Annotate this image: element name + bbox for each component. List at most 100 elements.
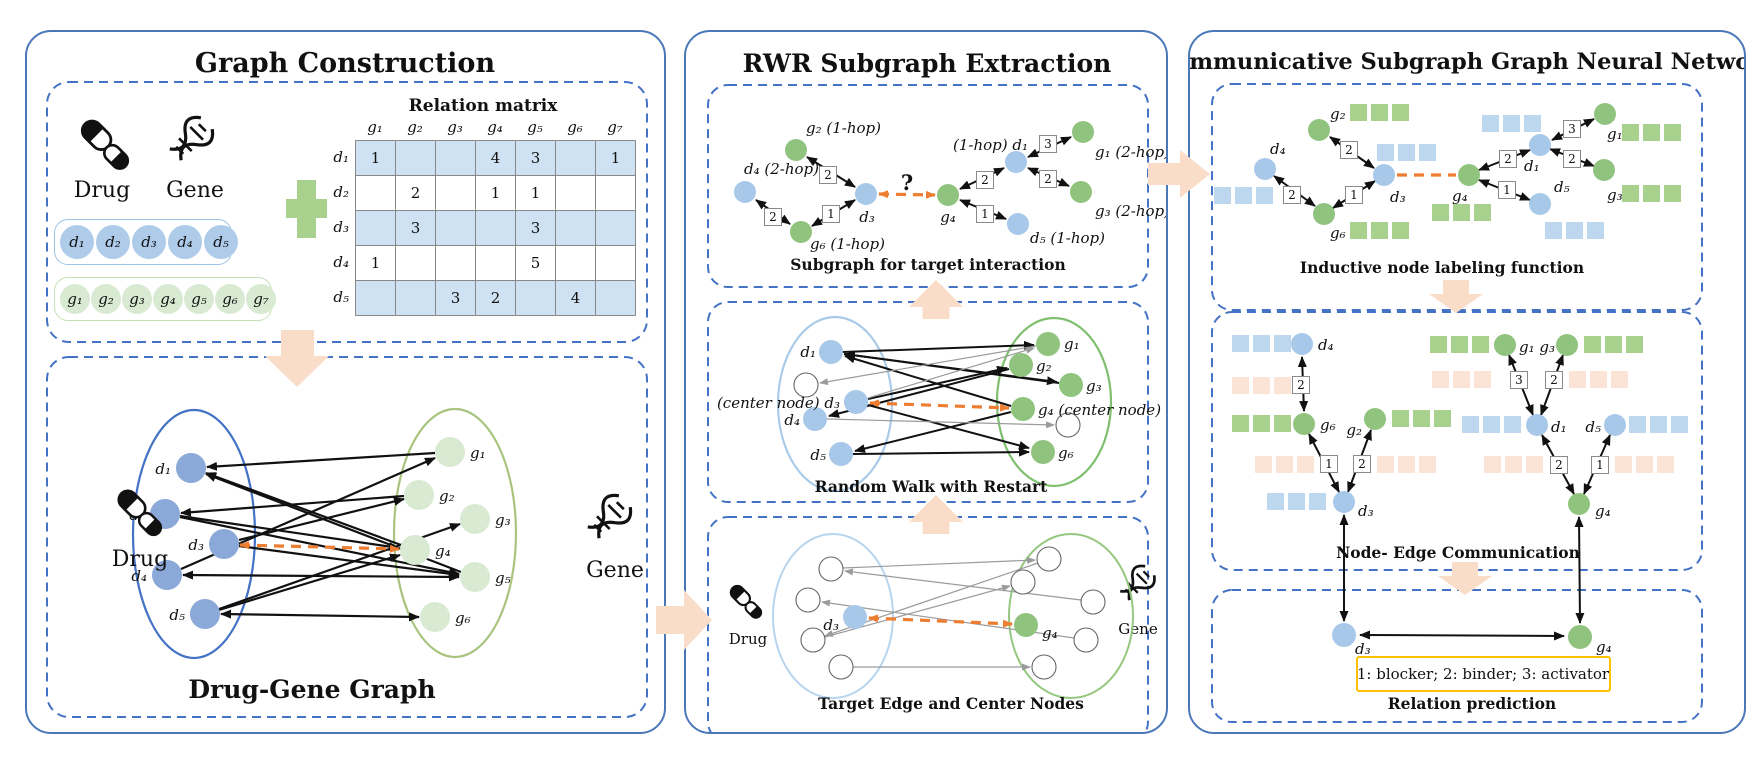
graph-drug-label: Drug: [112, 547, 168, 572]
svg-text:g₁: g₁: [1064, 335, 1080, 353]
svg-text:d₅: d₅: [169, 606, 185, 624]
svg-text:d₃: d₃: [859, 208, 875, 226]
drug-chip: d₅: [204, 225, 238, 259]
panel1-title: Graph Construction: [195, 48, 496, 79]
node-d5: [829, 442, 853, 466]
node-d3: [1373, 164, 1395, 186]
flow-arrow-down-icon: [1438, 562, 1492, 595]
label-g4: g₄: [1042, 624, 1058, 642]
drug-set-ellipse: [131, 408, 257, 660]
target-caption: Target Edge and Center Nodes: [818, 694, 1084, 713]
svg-text:3: 3: [1515, 373, 1523, 387]
svg-text:(center node) d₃: (center node) d₃: [717, 394, 840, 412]
drug-chip: d₁: [60, 225, 94, 259]
target-edge-dashed: [239, 541, 400, 553]
subgraph-nodes: [734, 121, 1094, 243]
node-g2: [785, 139, 807, 161]
matrix-row-header: d₅: [333, 288, 349, 306]
matrix-cell: 3: [516, 141, 556, 176]
svg-text:g₄: g₄: [940, 208, 956, 226]
matrix-col-header: g₃: [447, 118, 463, 136]
matrix-row-header: d₄: [333, 253, 349, 271]
node-empty: [1010, 569, 1036, 595]
drug-chip: d₃: [132, 225, 166, 259]
node-d5: [1529, 193, 1551, 215]
node-empty: [1031, 654, 1057, 680]
node-g6: [1293, 413, 1315, 435]
matrix-column-headers: g₁ g₂ g₃ g₄ g₅ g₆ g₇: [355, 118, 639, 140]
svg-text:d₄: d₄: [131, 567, 147, 585]
node-g3: [460, 504, 490, 534]
communication-weight-boxes: 2 1 2 3 2 2 1: [1292, 371, 1609, 474]
svg-text:3: 3: [1044, 137, 1052, 151]
svg-text:g₅: g₅: [495, 569, 511, 587]
svg-text:(1-hop) d₁: (1-hop) d₁: [953, 136, 1028, 154]
rwr-drawing: RWR Subgraph Extraction ?: [707, 49, 1166, 732]
svg-text:2: 2: [981, 173, 989, 187]
node-d5: [190, 599, 220, 629]
drug-gene-graph-box: [46, 356, 648, 718]
relation-prediction: d₃ g₄ 1: blocker; 2: binder; 3: activato…: [1332, 623, 1612, 713]
svg-text:g₆: g₆: [1320, 416, 1336, 434]
drug-gene-graph-caption: Drug-Gene Graph: [188, 675, 435, 704]
node-d3-center: [843, 605, 867, 629]
matrix-cell: [436, 176, 476, 211]
matrix-cell: [596, 246, 636, 281]
svg-text:1: 1: [1325, 457, 1333, 471]
node-g5: [460, 562, 490, 592]
svg-text:1: 1: [981, 207, 989, 221]
question-mark: ?: [901, 170, 913, 195]
node-removed: [1055, 412, 1081, 438]
node-g4: [1568, 493, 1590, 515]
subgraph-node-labels: g₂ (1-hop) d₄ (2-hop) g₆ (1-hop) d₃ g₄ (…: [744, 119, 1166, 253]
matrix-cell: [356, 211, 396, 246]
communication-nodes: [1291, 333, 1626, 515]
matrix-row-header: d₂: [333, 183, 349, 201]
svg-text:d₁: d₁: [1551, 418, 1567, 436]
matrix-row-headers: d₁ d₂ d₃ d₄ d₅: [327, 140, 355, 316]
matrix-cell: 1: [516, 176, 556, 211]
svg-text:1: 1: [1350, 188, 1358, 202]
gene-chip: g₄: [153, 284, 183, 314]
gene-chip: g₇: [246, 284, 276, 314]
node-g3: [1593, 159, 1615, 181]
node-g2: [1364, 408, 1386, 430]
prediction-box: [1211, 589, 1703, 723]
svg-text:d₄ (2-hop): d₄ (2-hop): [744, 160, 819, 178]
svg-text:g₆: g₆: [455, 609, 471, 627]
svg-text:2: 2: [1044, 172, 1052, 186]
graph-construction-drawing: Graph Construction Drug: [46, 48, 648, 718]
svg-text:d₃: d₃: [188, 536, 204, 554]
node-d3: [855, 183, 877, 205]
flow-arrow-right-icon: [656, 590, 712, 650]
gene-chip: g₂: [91, 284, 121, 314]
matrix-cell: 4: [476, 141, 516, 176]
target-edge-center-nodes: Drug Gene: [729, 533, 1158, 713]
matrix-cell: [356, 176, 396, 211]
gene-dna-icon: [169, 115, 215, 161]
svg-text:d₄: d₄: [1270, 140, 1286, 158]
graph-gene-label: Gene: [586, 558, 644, 583]
node-g4: [937, 184, 959, 206]
svg-text:2: 2: [1550, 373, 1558, 387]
rwr-edges: [819, 340, 1060, 457]
matrix-cell: 1: [356, 246, 396, 281]
node-d4: [734, 181, 756, 203]
drug-list: d₁ d₂ d₃ d₄ d₅: [54, 219, 238, 265]
gene-nodes: [400, 437, 490, 632]
node-d4: [1291, 333, 1313, 355]
svg-text:2: 2: [824, 168, 832, 182]
panel3-title: Communicative Subgraph Graph Neural Netw…: [1190, 49, 1744, 75]
svg-text:g₂: g₂: [439, 487, 455, 505]
matrix-cell: [596, 281, 636, 316]
node-g4-center: [1014, 613, 1038, 637]
node-d1: [1526, 414, 1548, 436]
matrix-cell: 5: [516, 246, 556, 281]
inductive-node-labels: g₂ d₄ g₆ d₃ g₄ d₁ d₅ g₁ g₃: [1270, 105, 1623, 242]
matrix-cell: [596, 176, 636, 211]
matrix-row-header: d₁: [333, 148, 349, 166]
gene-chip: g₆: [215, 284, 245, 314]
drug-chip: d₄: [168, 225, 202, 259]
matrix-cell: 2: [396, 176, 436, 211]
